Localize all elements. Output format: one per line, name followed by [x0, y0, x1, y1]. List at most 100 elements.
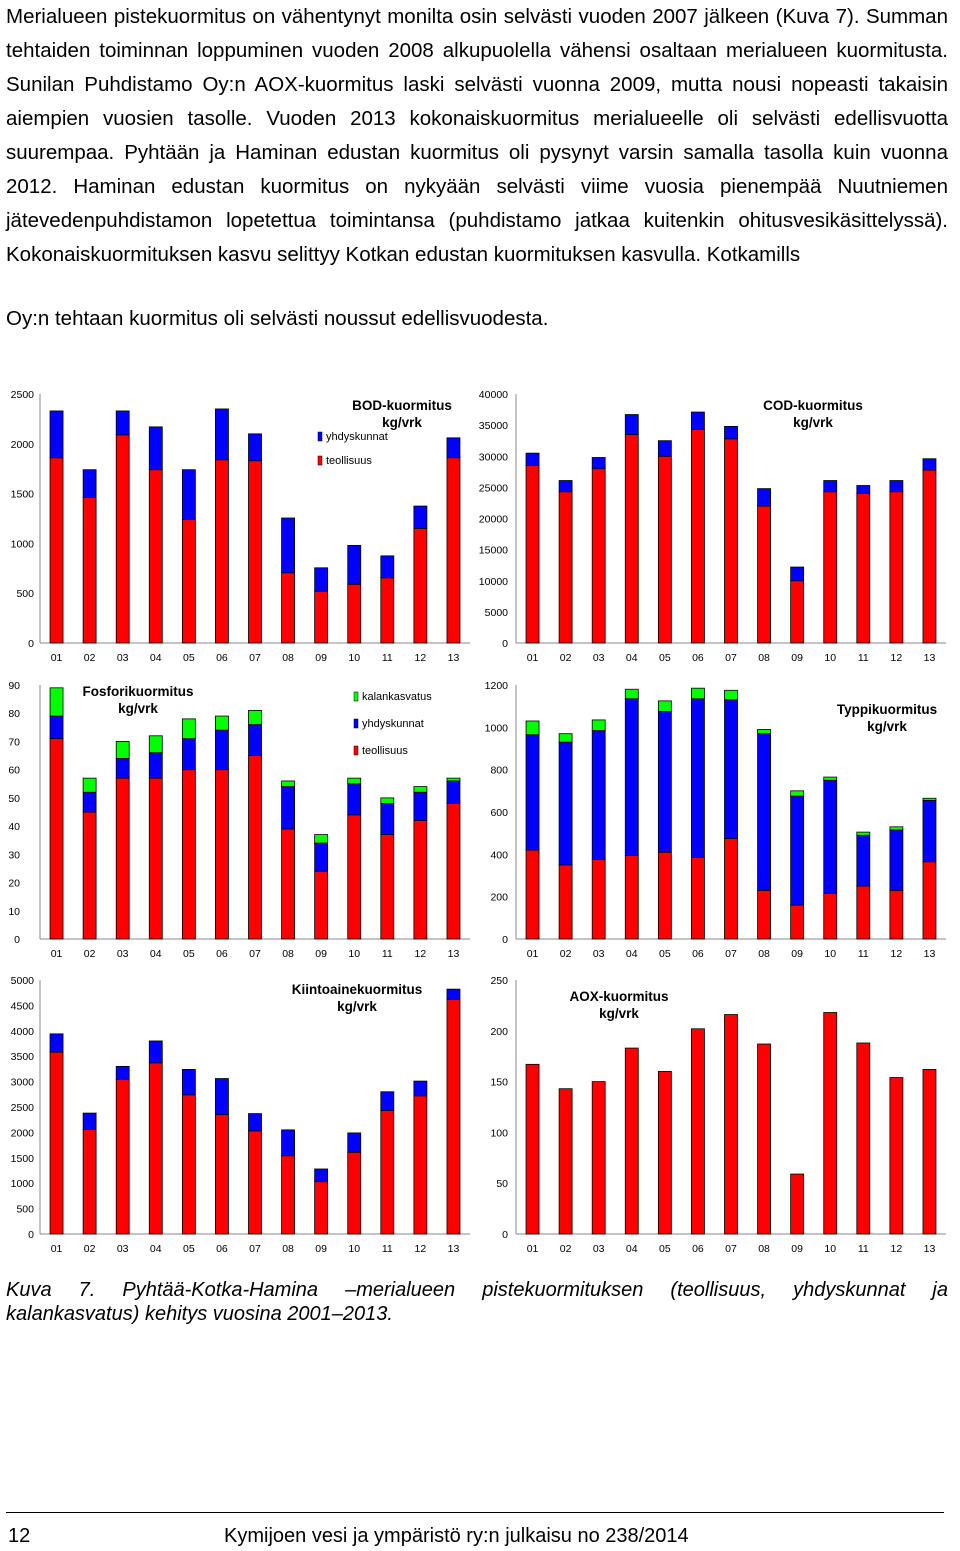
- bar-teollisuus-01: [49, 457, 64, 644]
- x-tick-label: 12: [415, 948, 427, 960]
- x-tick-label: 05: [659, 1243, 671, 1255]
- bar-teollisuus-06: [215, 459, 229, 644]
- bar-teollisuus-06: [691, 429, 705, 644]
- chart-unit: kg/vrk: [599, 1006, 639, 1021]
- bar-teollisuus-03: [115, 1079, 130, 1235]
- bar-teollisuus-10: [823, 893, 838, 940]
- bar-kalankasvatus-12: [413, 786, 428, 793]
- bar-yhdyskunnat-04: [148, 1040, 163, 1064]
- y-tick-label: 0: [502, 1229, 508, 1241]
- bar-yhdyskunnat-01: [49, 715, 64, 740]
- x-tick-label: 13: [924, 948, 936, 960]
- bar-yhdyskunnat-06: [215, 408, 229, 461]
- x-tick-label: 10: [824, 1243, 836, 1255]
- y-tick-label: 30: [8, 849, 20, 861]
- chart-title: COD-kuormitus: [763, 398, 863, 413]
- bar-teollisuus-07: [248, 460, 262, 644]
- bar-kalankasvatus-01: [49, 687, 64, 717]
- x-tick-label: 04: [150, 652, 162, 664]
- bar-teollisuus-01: [525, 849, 540, 940]
- bar-yhdyskunnat-09: [314, 567, 329, 592]
- x-tick-label: 12: [415, 1243, 427, 1255]
- y-tick-label: 2500: [11, 1102, 35, 1114]
- y-tick-label: 60: [8, 765, 20, 777]
- x-tick-label: 01: [51, 652, 63, 664]
- bar-yhdyskunnat-01: [525, 734, 540, 851]
- bar-yhdyskunnat-08: [757, 488, 771, 507]
- x-tick-label: 06: [216, 948, 228, 960]
- y-tick-label: 10000: [479, 576, 508, 588]
- x-tick-label: 04: [150, 1243, 162, 1255]
- y-tick-label: 20000: [479, 514, 508, 526]
- y-tick-label: 800: [490, 765, 508, 777]
- x-tick-label: 08: [282, 1243, 294, 1255]
- x-tick-label: 04: [626, 652, 638, 664]
- x-tick-label: 06: [692, 652, 704, 664]
- y-tick-label: 0: [502, 638, 508, 650]
- bar-teollisuus-13: [446, 998, 461, 1235]
- bar-teollisuus-05: [181, 769, 196, 940]
- bar-yhdyskunnat-11: [856, 834, 871, 887]
- bar-teollisuus-02: [558, 491, 573, 644]
- bar-teollisuus-11: [856, 1042, 871, 1235]
- chart-unit: kg/vrk: [382, 415, 422, 430]
- y-tick-label: 1200: [485, 680, 509, 692]
- bar-yhdyskunnat-07: [248, 1113, 262, 1132]
- x-tick-label: 02: [560, 652, 572, 664]
- x-tick-label: 03: [593, 1243, 605, 1255]
- x-tick-label: 08: [282, 948, 294, 960]
- chart-aox-kuormitus: 0 50 100 150 200 250 01 02 03 04 05 06 07 08 09 10 11 12 1…: [490, 975, 946, 1255]
- bar-yhdyskunnat-11: [380, 1091, 395, 1111]
- y-tick-label: 500: [16, 1204, 34, 1216]
- x-tick-label: 05: [183, 1243, 195, 1255]
- x-tick-label: 04: [150, 948, 162, 960]
- bar-teollisuus-02: [82, 1128, 97, 1235]
- bar-yhdyskunnat-01: [49, 410, 64, 459]
- x-tick-label: 08: [758, 1243, 770, 1255]
- bar-kalankasvatus-04: [148, 735, 163, 754]
- bar-yhdyskunnat-07: [248, 724, 262, 756]
- x-tick-label: 02: [84, 948, 96, 960]
- y-tick-label: 3500: [11, 1051, 35, 1063]
- bar-teollisuus-05: [657, 1071, 672, 1235]
- bar-teollisuus-11: [380, 834, 395, 940]
- bar-kalankasvatus-04: [624, 688, 639, 700]
- y-tick-label: 600: [490, 807, 508, 819]
- bar-teollisuus-12: [413, 820, 428, 940]
- page-number: 12: [8, 1525, 31, 1547]
- chart-unit: kg/vrk: [337, 999, 377, 1014]
- bar-yhdyskunnat-06: [691, 411, 705, 430]
- x-tick-label: 10: [348, 652, 360, 664]
- bar-kalankasvatus-08: [757, 729, 771, 735]
- bar-teollisuus-06: [215, 769, 229, 940]
- bar-yhdyskunnat-03: [591, 457, 606, 470]
- x-tick-label: 02: [560, 1243, 572, 1255]
- bar-teollisuus-05: [181, 1094, 196, 1235]
- y-tick-label: 4500: [11, 1000, 35, 1012]
- bar-teollisuus-01: [49, 738, 64, 940]
- y-tick-label: 2000: [11, 1127, 35, 1139]
- chart-title: AOX-kuormitus: [569, 989, 668, 1004]
- x-tick-label: 11: [382, 948, 393, 960]
- bar-teollisuus-01: [49, 1051, 64, 1235]
- y-tick-label: 40: [8, 821, 20, 833]
- chart-bod-kuormitus: 0 500 1000 1500 2000 2500 01 02 03 04 05 06 07 08 09 10…: [11, 389, 470, 664]
- bar-teollisuus-08: [281, 1155, 295, 1235]
- y-tick-label: 200: [490, 1026, 508, 1038]
- bar-yhdyskunnat-02: [558, 480, 573, 493]
- bar-kalankasvatus-08: [281, 780, 295, 788]
- bar-teollisuus-11: [380, 1110, 395, 1235]
- bar-yhdyskunnat-01: [49, 1033, 64, 1053]
- chart-title: Typpikuormitus: [837, 702, 937, 717]
- x-tick-label: 03: [117, 948, 129, 960]
- y-tick-label: 35000: [479, 420, 508, 432]
- bar-yhdyskunnat-08: [281, 517, 295, 574]
- bar-teollisuus-07: [724, 838, 738, 940]
- bar-yhdyskunnat-10: [347, 544, 362, 585]
- x-tick-label: 09: [791, 1243, 803, 1255]
- bar-teollisuus-13: [922, 861, 937, 940]
- bar-kalankasvatus-09: [314, 834, 329, 844]
- bar-kalankasvatus-10: [347, 777, 362, 785]
- x-tick-label: 12: [415, 652, 427, 664]
- y-tick-label: 90: [8, 680, 20, 692]
